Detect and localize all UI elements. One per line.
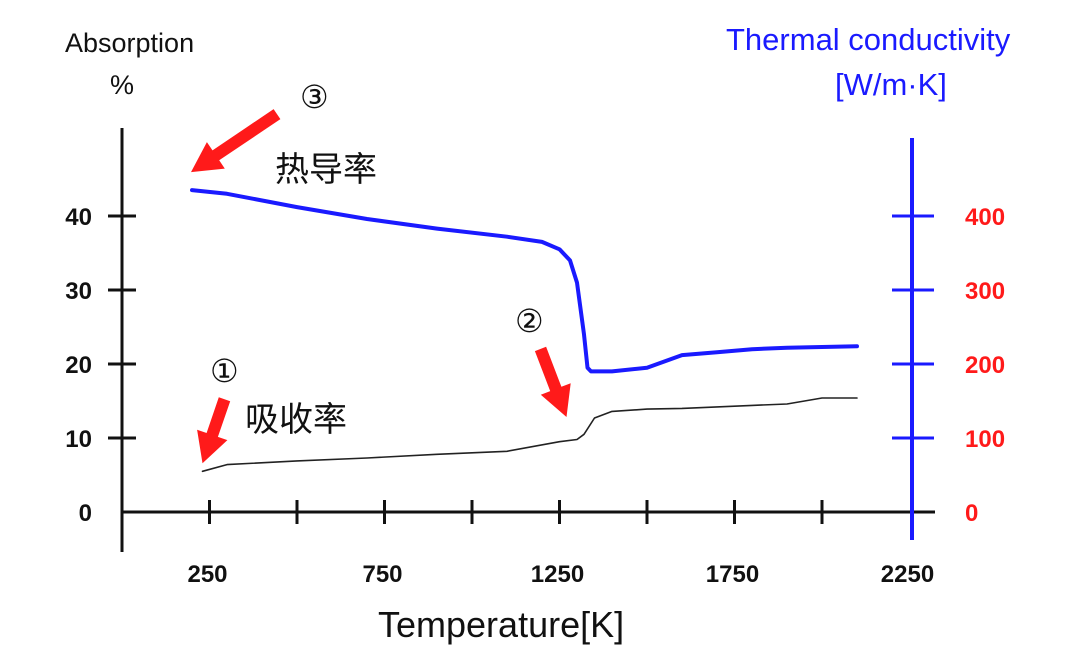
left-axis-title: Absorption: [65, 28, 195, 58]
thermal-conductivity-line: [190, 188, 859, 374]
left-tick-label-30: 30: [65, 278, 92, 305]
x-axis-title: Temperature[K]: [378, 604, 625, 645]
arrow-3: [191, 109, 281, 173]
left-axis-unit: %: [110, 70, 135, 100]
left-tick-label-0: 0: [79, 500, 92, 527]
absorption-line: [201, 397, 858, 473]
arrow-1: [197, 397, 231, 464]
annotation-marker-1: ①: [210, 352, 239, 390]
right-tick-label-0: 0: [965, 500, 978, 527]
annotation-label-thermal: 热导率: [275, 150, 377, 190]
left-tick-label-20: 20: [65, 352, 92, 379]
right-tick-label-100: 100: [965, 426, 1005, 453]
x-tick-label-250: 250: [187, 561, 227, 588]
arrow-2: [534, 346, 571, 417]
x-tick-label-2250: 2250: [881, 561, 934, 588]
right-axis-unit: [W/m·K]: [835, 67, 947, 102]
right-axis-title: Thermal conductivity: [726, 22, 1011, 57]
annotation-marker-2: ②: [515, 302, 544, 340]
annotation-marker-3: ③: [300, 78, 329, 116]
left-tick-label-40: 40: [65, 204, 92, 231]
right-tick-label-200: 200: [965, 352, 1005, 379]
annotation-label-absorption: 吸收率: [245, 400, 347, 440]
right-tick-label-400: 400: [965, 204, 1005, 231]
x-tick-label-1750: 1750: [706, 561, 759, 588]
x-tick-label-1250: 1250: [531, 561, 584, 588]
x-tick-label-750: 750: [362, 561, 402, 588]
left-tick-label-10: 10: [65, 426, 92, 453]
right-tick-label-300: 300: [965, 278, 1005, 305]
